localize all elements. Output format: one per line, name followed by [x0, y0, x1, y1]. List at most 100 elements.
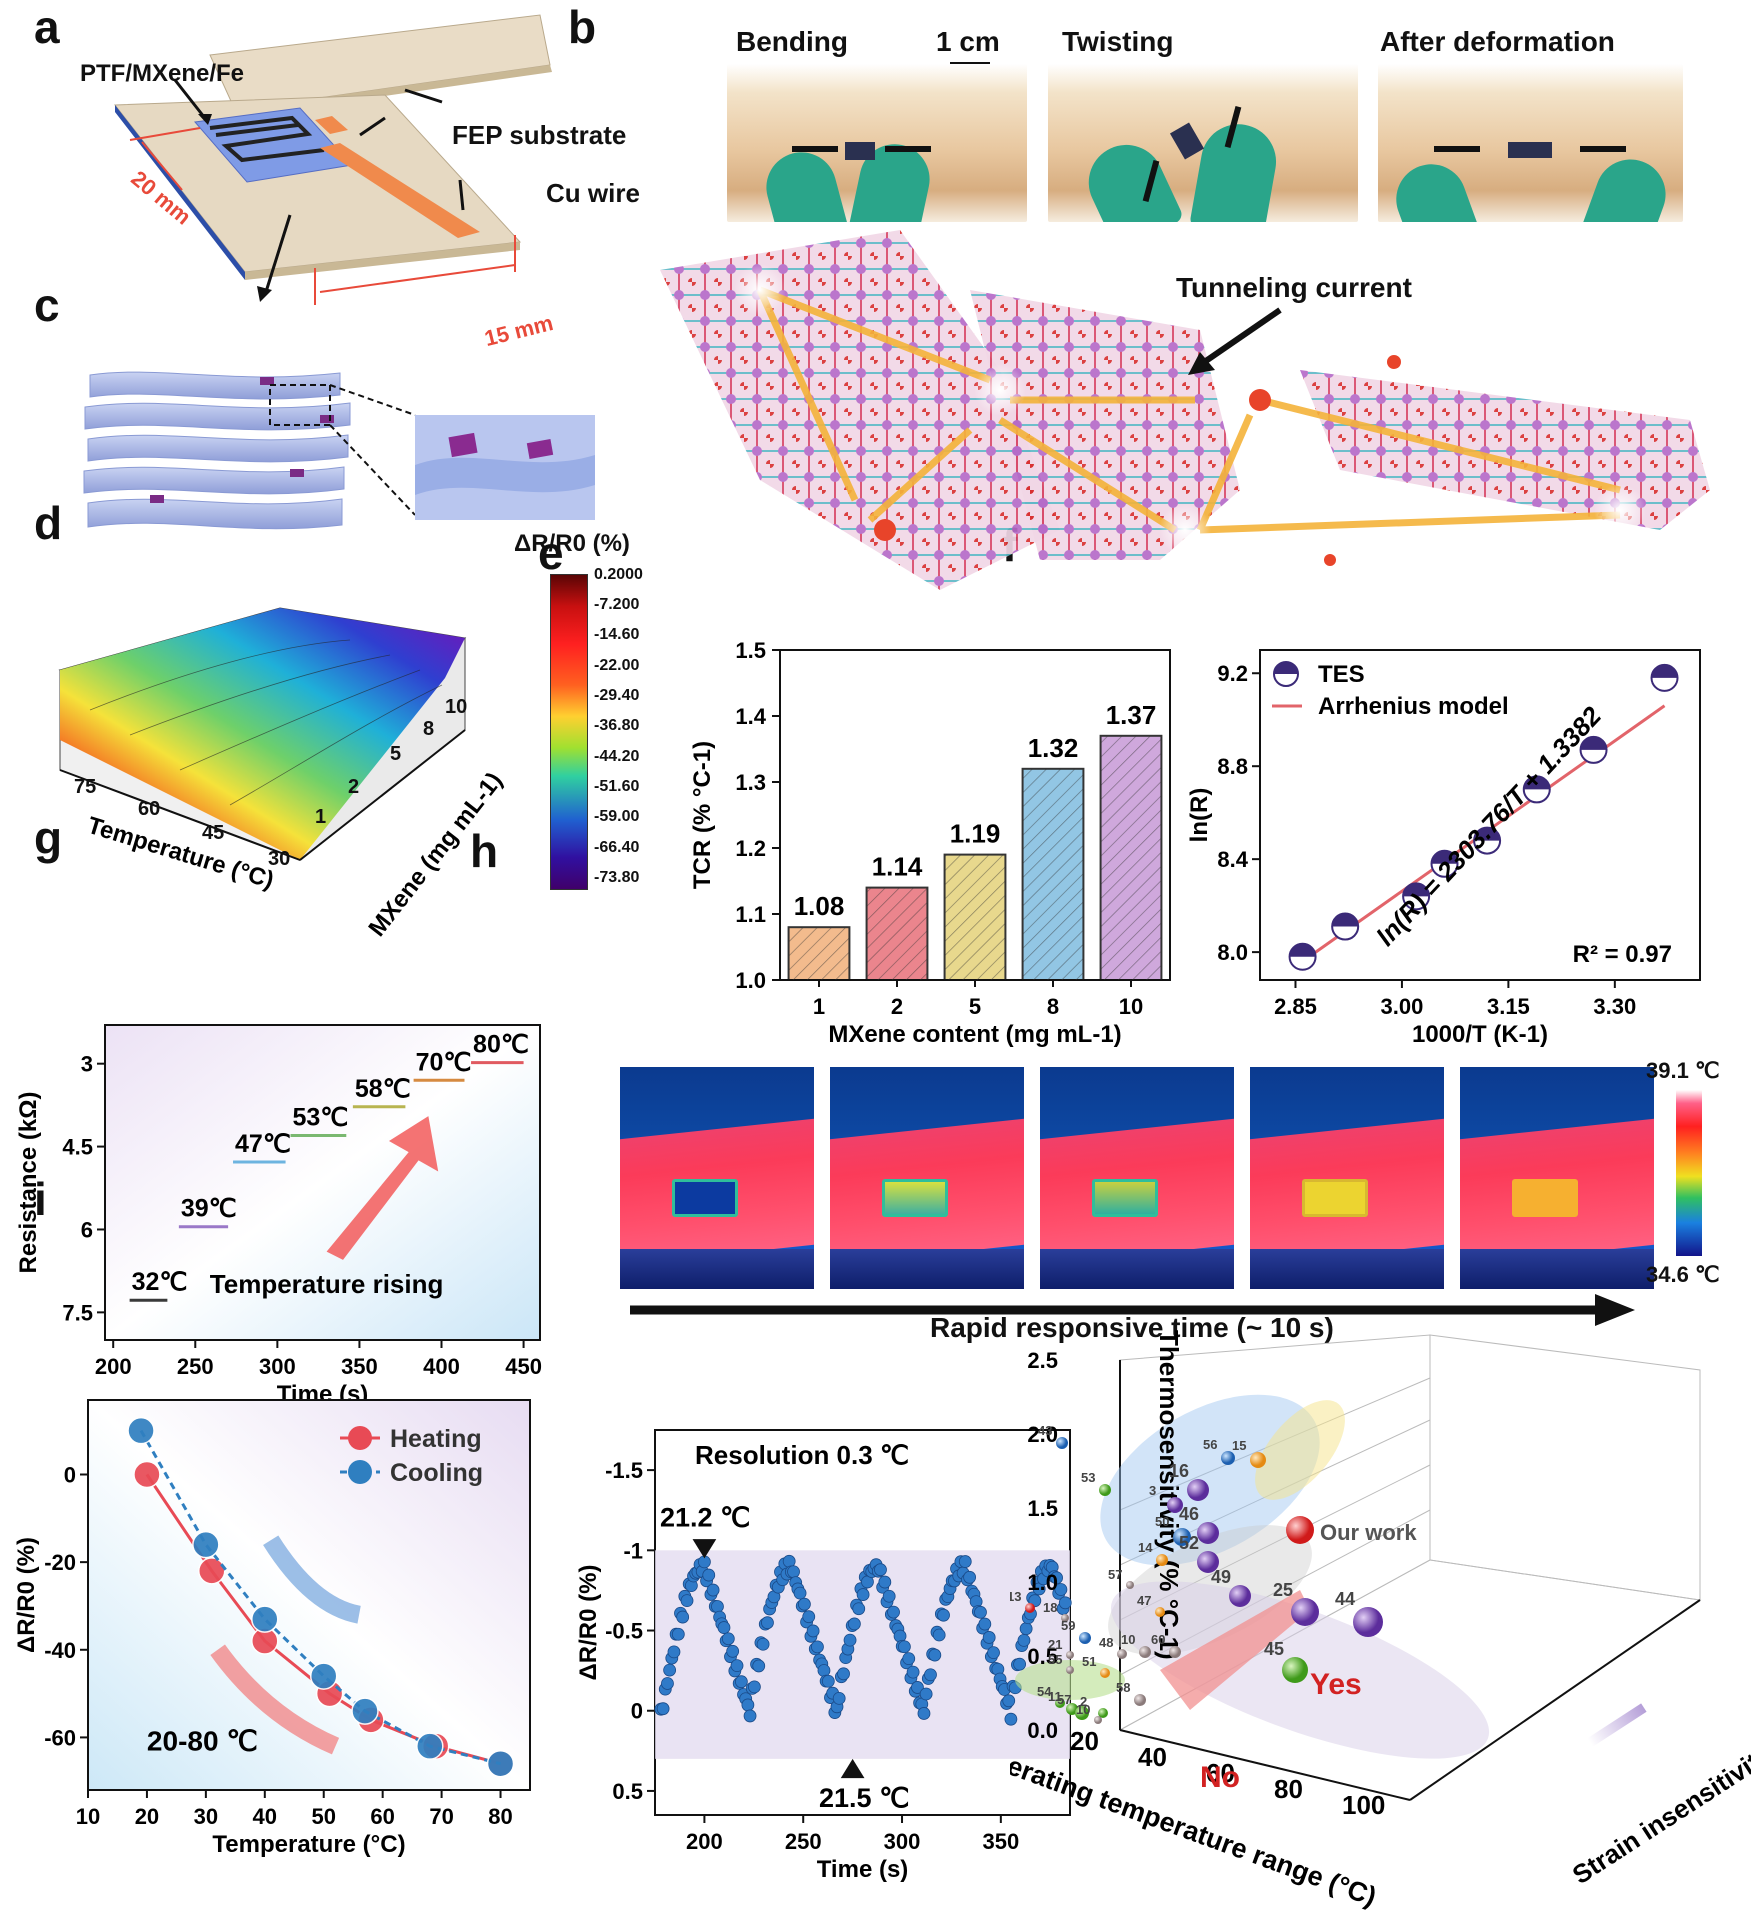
f-point-half: [1651, 664, 1678, 678]
f-equation: ln(R) = 2303.76/T + 1.3382: [1370, 700, 1607, 951]
j-point: [802, 1610, 816, 1624]
k-ref-label: 55: [1048, 1652, 1062, 1667]
g-segment-label: 70℃: [416, 1048, 472, 1076]
k-ref-label: 58: [1116, 1680, 1130, 1695]
photo-twisting: [1048, 64, 1358, 222]
arrhenius-plot-f: 8.0 8.4 8.8 9.2 2.85 3.00 3.15 3.30 TES Arrhenius…: [1186, 649, 1701, 1048]
j-y-tick-label: 0.5: [612, 1779, 643, 1804]
j-point: [761, 1616, 774, 1630]
k-ref-label: 3: [1149, 1483, 1156, 1498]
i-x-tick-label: 40: [253, 1804, 277, 1829]
e-y-tick-label: 1.0: [735, 968, 766, 993]
d-colorbar: [550, 574, 588, 890]
j-point: [656, 1702, 670, 1716]
f-legend-arrhenius: Arrhenius model: [1318, 693, 1509, 720]
j-point: [987, 1646, 1000, 1660]
k-ref-ball: [1056, 1437, 1068, 1449]
e-y-tick-label: 1.5: [735, 640, 766, 663]
f-point-half: [1431, 850, 1458, 864]
k-ref-label: 10: [1076, 1702, 1090, 1717]
thermal-image-4: [1250, 1067, 1444, 1289]
j-y-tick-label: -1.5: [605, 1458, 643, 1483]
k-ref-ball: [1291, 1598, 1319, 1626]
label-15mm: 15 mm: [481, 309, 556, 352]
f-ylabel: ln(R): [1186, 788, 1213, 843]
i-point: [127, 1416, 155, 1445]
j-y-tick-label: -0.5: [605, 1619, 643, 1644]
e-ylabel: TCR (% °C-1): [689, 741, 716, 889]
i-point: [351, 1697, 379, 1725]
i-x-tick-label: 70: [429, 1804, 453, 1829]
k-ref-label: 16: [1169, 1461, 1189, 1481]
k-ref-ball: [1155, 1607, 1165, 1617]
k-zlabel: Thermosensitivity (% °C-1): [1154, 1330, 1184, 1660]
j-point: [917, 1707, 931, 1720]
i-x-tick-label: 20: [135, 1804, 159, 1829]
j-point: [748, 1680, 761, 1694]
f-legend-marker-half: [1274, 662, 1298, 674]
i-legend-marker: [348, 1460, 372, 1484]
d-mx-tick-1: 8: [423, 718, 434, 740]
g-y-tick-label: 6: [81, 1217, 93, 1242]
k-ref-ball: [1025, 1603, 1035, 1613]
k-ref-label: 45: [1264, 1639, 1284, 1659]
e-data-label: 1.32: [1028, 733, 1079, 763]
g-y-tick-label: 3: [81, 1052, 93, 1077]
k-ref-label: 10: [1121, 1632, 1135, 1647]
k-ref-ball: [1098, 1708, 1108, 1718]
i-point: [416, 1732, 444, 1760]
g-segment-label: 53℃: [292, 1104, 348, 1132]
e-x-tick-label: 2: [891, 994, 903, 1019]
g-x-tick-label: 400: [423, 1354, 460, 1379]
k-z-tick-label: 0.5: [1027, 1644, 1058, 1669]
i-x-tick-label: 50: [311, 1804, 335, 1829]
k-ref-label: 15: [1232, 1438, 1246, 1453]
k-ref-label: 60: [1151, 1632, 1165, 1647]
j-point: [717, 1621, 731, 1634]
i-point: [198, 1557, 226, 1585]
k-yes-label: Yes: [1310, 1668, 1362, 1701]
k-ref-label: 49: [1211, 1567, 1231, 1587]
e-data-label: 1.37: [1106, 700, 1157, 730]
j-point: [887, 1605, 900, 1619]
g-segment-label: 58℃: [355, 1075, 411, 1103]
e-x-tick-label: 5: [969, 994, 981, 1019]
d-mx-tick-3: 2: [348, 776, 359, 798]
j-point: [706, 1583, 720, 1597]
k-ref-ball: [1066, 1666, 1074, 1674]
k-ref-ball: [1066, 1651, 1074, 1659]
j-x-tick-label: 300: [884, 1829, 921, 1854]
j-point: [721, 1632, 735, 1646]
k-ref-ball: [1250, 1452, 1266, 1468]
g-y-tick-label: 4.5: [62, 1135, 93, 1160]
i-point: [192, 1530, 220, 1559]
photo-bending: [727, 64, 1027, 222]
j-point: [852, 1602, 866, 1616]
j-point: [711, 1600, 724, 1613]
i-x-tick-label: 10: [76, 1804, 100, 1829]
j-x-tick-label: 350: [982, 1829, 1019, 1854]
k-ylabel: Strain insensitivity: [1567, 1739, 1751, 1890]
k-z-tick-label: 0.0: [1027, 1718, 1058, 1743]
k-ref-ball: [1100, 1668, 1110, 1678]
e-bar-hatch: [788, 927, 850, 980]
j-point: [741, 1698, 755, 1712]
j-point: [932, 1628, 946, 1642]
k-ref-ball: [1187, 1479, 1209, 1501]
h-max-temp: 39.1 ℃: [1646, 1058, 1720, 1083]
label-fep-substrate: FEP substrate: [452, 120, 627, 150]
i-point: [486, 1749, 515, 1778]
k-z-tick-label: 1.0: [1027, 1570, 1058, 1595]
e-y-tick-label: 1.4: [735, 704, 766, 729]
k-ref-ball: [1197, 1522, 1219, 1544]
k-ref-ball: [1099, 1484, 1111, 1496]
h-caption: Rapid responsive time (~ 10 s): [930, 1312, 1334, 1343]
k-ref-label: 14: [1138, 1540, 1153, 1555]
g-annotation: Temperature rising: [210, 1269, 444, 1299]
k-our-work-label: Our work: [1320, 1520, 1417, 1545]
j-point: [843, 1633, 857, 1647]
e-x-tick-label: 8: [1047, 994, 1059, 1019]
i-cooling-arrow: [263, 1535, 362, 1624]
j-point: [974, 1605, 987, 1619]
k-ref-ball: [1282, 1657, 1308, 1683]
